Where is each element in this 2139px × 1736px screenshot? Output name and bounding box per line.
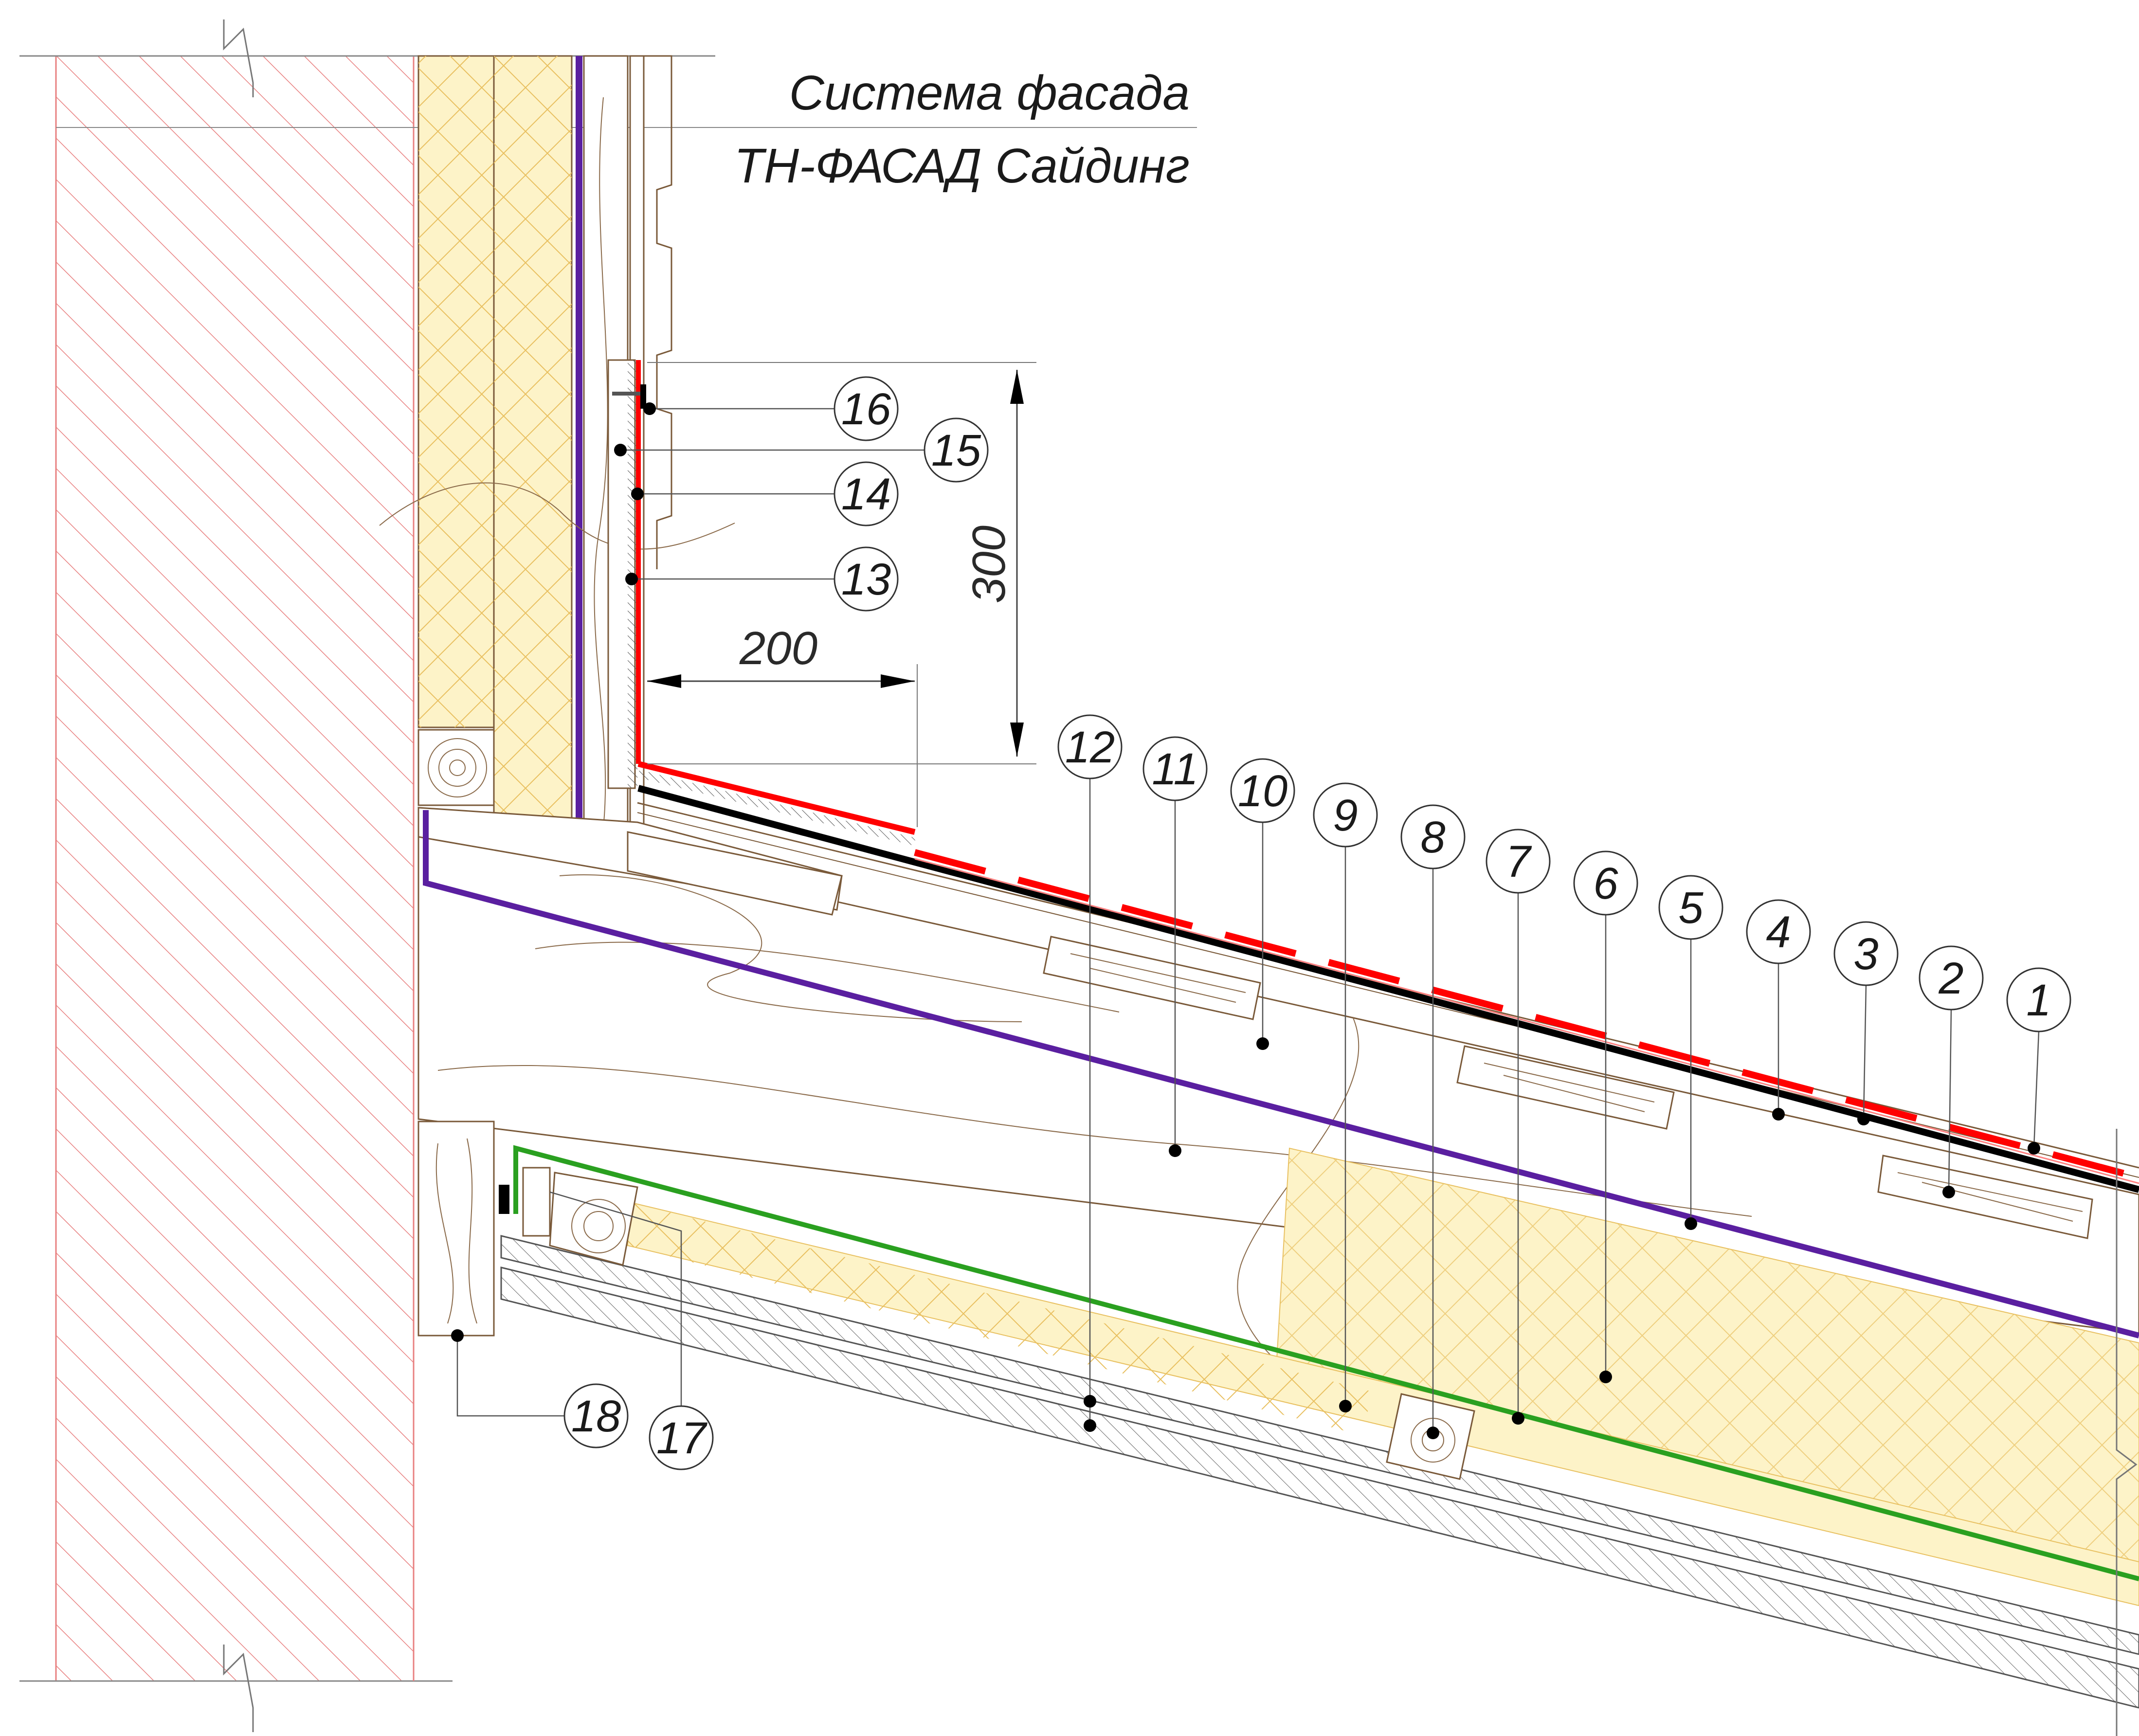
callout-15: 15 bbox=[614, 417, 989, 483]
callout-dot bbox=[1427, 1427, 1439, 1439]
callout-dot bbox=[2028, 1142, 2040, 1155]
callout-dot bbox=[643, 402, 656, 415]
callout-circle bbox=[1746, 899, 1811, 964]
callout-leader bbox=[2033, 1031, 2040, 1149]
roof-insulation bbox=[627, 1147, 2139, 1607]
callout-dot bbox=[1942, 1186, 1955, 1198]
callout-5: 5 bbox=[1658, 875, 1723, 1230]
callout-dot bbox=[625, 573, 638, 585]
callout-circle bbox=[2006, 967, 2071, 1032]
callout-label: 14 bbox=[841, 470, 891, 519]
callout-label: 9 bbox=[1333, 791, 1358, 840]
callout-2: 2 bbox=[1919, 945, 1984, 1198]
callout-13: 13 bbox=[625, 546, 899, 612]
callout-3: 3 bbox=[1833, 921, 1899, 1125]
callout-circle bbox=[1833, 921, 1899, 986]
callout-label: 7 bbox=[1505, 837, 1532, 886]
callout-label: 1 bbox=[2026, 976, 2051, 1025]
siding-panels bbox=[644, 55, 672, 569]
callout-circle bbox=[1313, 782, 1378, 848]
callout-dot bbox=[631, 488, 644, 500]
callout-label: 12 bbox=[1065, 723, 1115, 772]
callout-11: 11 bbox=[1142, 736, 1208, 1157]
inner-membrane-green bbox=[513, 1145, 2139, 1581]
title-line-2: ТН-ФАСАД Сайдинг bbox=[734, 139, 1190, 193]
round-log bbox=[417, 729, 495, 806]
dimension-200-label: 200 bbox=[739, 622, 817, 674]
callout-dot bbox=[1084, 1395, 1096, 1408]
callout-18: 18 bbox=[451, 1329, 629, 1448]
callout-circle bbox=[1230, 758, 1295, 823]
dimension-300: 300 bbox=[647, 362, 1036, 764]
callout-dot bbox=[1256, 1037, 1269, 1050]
callout-circle bbox=[1142, 736, 1208, 801]
callout-label: 2 bbox=[1938, 954, 1963, 1003]
callout-4: 4 bbox=[1746, 899, 1811, 1121]
callout-circle bbox=[1919, 945, 1984, 1011]
roof-underlay-black bbox=[637, 785, 2139, 1193]
callout-circle bbox=[1400, 804, 1466, 869]
dimension-300-label: 300 bbox=[963, 525, 1015, 603]
callout-dot bbox=[1084, 1419, 1096, 1432]
callout-circle bbox=[1486, 829, 1551, 894]
callout-leader bbox=[456, 1336, 564, 1417]
masonry-wall bbox=[19, 19, 1197, 1732]
callout-leader bbox=[1948, 1009, 1952, 1193]
callout-1: 1 bbox=[2006, 967, 2071, 1155]
callout-circle bbox=[834, 546, 899, 612]
dimension-200: 200 bbox=[647, 622, 918, 827]
callout-circle bbox=[1057, 714, 1123, 779]
callout-label: 6 bbox=[1593, 859, 1618, 908]
callout-label: 8 bbox=[1420, 813, 1445, 862]
callout-circle bbox=[924, 417, 989, 483]
callout-label: 11 bbox=[1152, 744, 1198, 794]
roof-structure bbox=[417, 802, 2139, 1373]
wall-plate bbox=[417, 1121, 509, 1337]
callout-dot bbox=[1339, 1400, 1352, 1412]
callout-label: 18 bbox=[571, 1392, 621, 1441]
callout-leader bbox=[549, 1191, 682, 1406]
callout-dot bbox=[1772, 1108, 1785, 1121]
vapor-barrier bbox=[423, 810, 2139, 1338]
callout-12: 12 bbox=[1057, 714, 1123, 1432]
callout-dot bbox=[1169, 1144, 1181, 1157]
callout-circle bbox=[649, 1405, 714, 1470]
callout-16: 16 bbox=[643, 376, 899, 441]
callout-circle bbox=[563, 1383, 629, 1448]
callout-17: 17 bbox=[549, 1191, 714, 1470]
callout-label: 4 bbox=[1766, 907, 1791, 957]
callout-dot bbox=[451, 1329, 464, 1342]
facade-insulation bbox=[417, 55, 573, 831]
callout-circle bbox=[1573, 850, 1638, 916]
callout-6: 6 bbox=[1573, 850, 1638, 1383]
callout-label: 13 bbox=[841, 555, 891, 604]
callout-label: 5 bbox=[1678, 883, 1704, 933]
callout-dot bbox=[1685, 1217, 1697, 1230]
callout-label: 16 bbox=[841, 384, 891, 434]
callout-label: 3 bbox=[1853, 929, 1878, 979]
callout-7: 7 bbox=[1486, 829, 1551, 1425]
callout-leader bbox=[1863, 985, 1867, 1120]
title-line-1: Система фасада bbox=[789, 66, 1190, 120]
callout-dot bbox=[1599, 1371, 1612, 1383]
callout-circle bbox=[1658, 875, 1723, 940]
callout-8: 8 bbox=[1400, 804, 1466, 1439]
callout-dot bbox=[1857, 1113, 1870, 1125]
callout-14: 14 bbox=[631, 461, 899, 526]
callout-label: 17 bbox=[656, 1413, 707, 1463]
interior-lining bbox=[500, 1235, 2139, 1709]
callout-label: 15 bbox=[931, 426, 981, 475]
callout-dot bbox=[1512, 1412, 1524, 1425]
callout-10: 10 bbox=[1230, 758, 1295, 1050]
callout-9: 9 bbox=[1313, 782, 1378, 1412]
callout-circle bbox=[834, 376, 899, 441]
callout-dot bbox=[614, 444, 627, 456]
callout-label: 10 bbox=[1238, 766, 1287, 816]
callout-circle bbox=[834, 461, 899, 526]
